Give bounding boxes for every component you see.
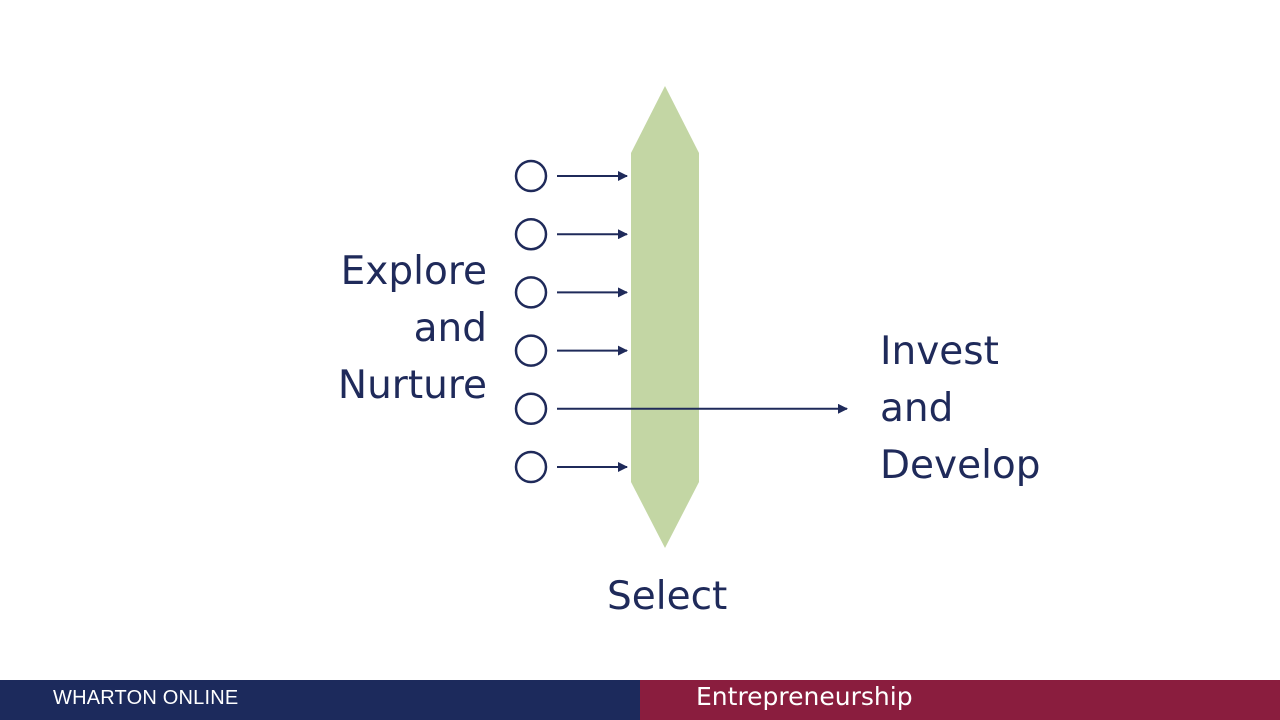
left-label-line-2: and <box>413 306 487 351</box>
idea-circle-5 <box>514 392 548 426</box>
selection-diagram <box>514 86 848 548</box>
left-label-line-1: Explore <box>340 249 487 294</box>
footer-brand-text: WHARTON ONLINE <box>53 687 239 709</box>
select-filter-bar <box>631 86 699 548</box>
idea-circle-2 <box>514 217 548 251</box>
right-label-line-2: and <box>880 386 954 431</box>
idea-circle-4 <box>514 334 548 367</box>
footer-right-panel: Entrepreneurship <box>640 680 1280 720</box>
footer-course-title: Entrepreneurship <box>696 682 913 711</box>
idea-circle-6 <box>514 450 548 484</box>
ideas-group <box>514 159 848 484</box>
right-label-line-3: Develop <box>880 443 1041 488</box>
footer-bar: WHARTON ONLINE Entrepreneurship <box>0 680 1280 720</box>
idea-circle-3 <box>514 276 548 309</box>
explore-and-nurture-label: Explore and Nurture <box>338 243 487 414</box>
select-label: Select <box>607 574 728 619</box>
invest-and-develop-label: Invest and Develop <box>880 323 1041 494</box>
right-label-line-1: Invest <box>880 329 999 374</box>
footer-left-panel: WHARTON ONLINE <box>0 680 640 720</box>
left-label-line-3: Nurture <box>337 363 487 408</box>
idea-circle-1 <box>514 159 548 193</box>
